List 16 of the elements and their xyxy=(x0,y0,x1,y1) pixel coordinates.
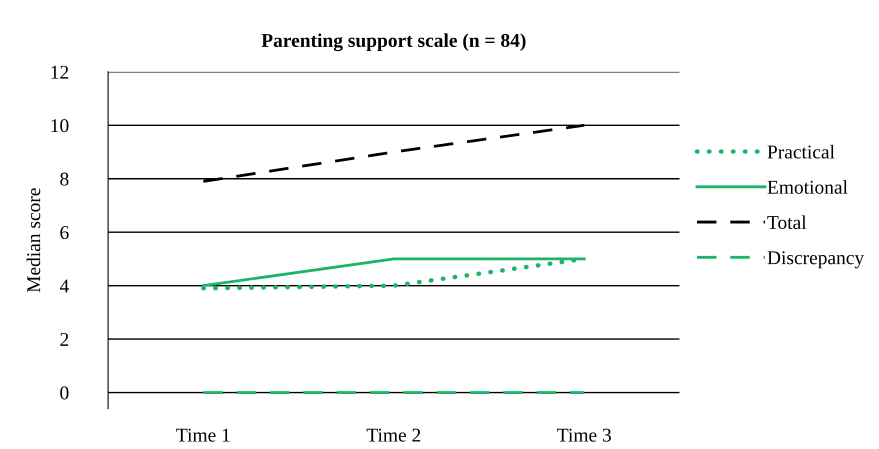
x-tick-label: Time 3 xyxy=(557,428,611,442)
legend-label: Total xyxy=(767,215,806,230)
y-tick-label: 0 xyxy=(60,386,68,400)
y-tick-label: 6 xyxy=(60,226,69,240)
y-tick-label: 4 xyxy=(60,280,69,292)
y-tick-label: 12 xyxy=(51,66,68,79)
x-tick-label: Time 1 xyxy=(176,428,230,442)
chart-title: Parenting support scale (n = 84) xyxy=(262,33,526,52)
y-tick-label: 10 xyxy=(51,119,68,132)
x-tick-label: Time 2 xyxy=(366,428,420,442)
legend-label: Discrepancy xyxy=(768,251,864,268)
y-tick-label: 8 xyxy=(60,172,68,186)
legend-label: Emotional xyxy=(768,180,848,194)
y-axis-title: Median score xyxy=(26,188,40,292)
legend-label: Practical xyxy=(768,144,835,159)
y-tick-label: 2 xyxy=(60,332,68,346)
